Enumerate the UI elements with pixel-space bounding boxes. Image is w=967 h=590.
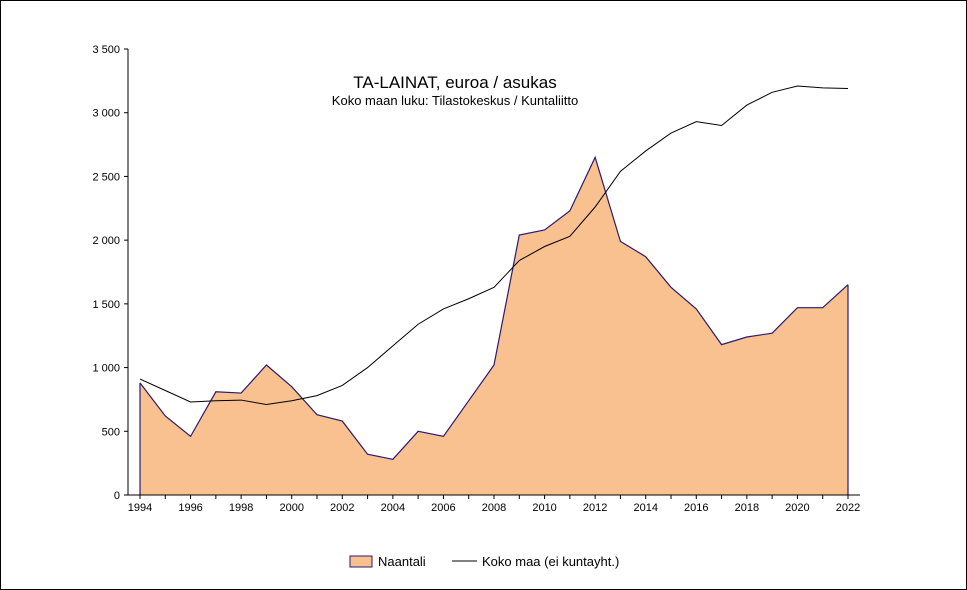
y-tick-label: 2 000 [92, 235, 120, 247]
x-tick-label: 1996 [178, 502, 202, 514]
x-tick-label: 2010 [532, 502, 556, 514]
x-tick-label: 2008 [482, 502, 506, 514]
naantali-area [140, 157, 848, 496]
y-tick-label: 0 [114, 490, 120, 502]
x-tick-labels: 1994 1996 1998 2000 2002 2004 2006 2008 2010 2012… [128, 502, 860, 514]
x-tick-label: 2002 [330, 502, 354, 514]
x-tick-label: 1994 [128, 502, 152, 514]
x-tick-label: 2014 [633, 502, 657, 514]
y-tick-label: 500 [102, 426, 120, 438]
y-tick-labels: 0 500 1 000 1 500 2 000 2 500 3 000 3 500 [92, 44, 120, 502]
y-tick-label: 1 000 [92, 363, 120, 375]
koko-maa-line-layer [139, 85, 849, 406]
x-tick-label: 2012 [583, 502, 607, 514]
x-tick-label: 2004 [381, 502, 405, 514]
x-tick-label: 2022 [836, 502, 860, 514]
x-tick-label: 2006 [431, 502, 455, 514]
x-tick-label: 2020 [785, 502, 809, 514]
legend-swatch-naantali [349, 555, 373, 568]
legend-label-naantali: Naantali [378, 554, 426, 569]
axes [124, 48, 860, 499]
legend: Naantali Koko maa (ei kuntayht.) [349, 554, 619, 569]
y-tick-label: 1 500 [92, 299, 120, 311]
chart-title: TA-LAINAT, euroa / asukas [353, 73, 556, 92]
y-tick-label: 3 500 [92, 44, 120, 56]
x-tick-label: 2000 [279, 502, 303, 514]
y-tick-label: 3 000 [92, 108, 120, 120]
koko-maa-line [139, 85, 849, 406]
legend-label-koko-maa: Koko maa (ei kuntayht.) [482, 554, 619, 569]
x-tick-label: 1998 [229, 502, 253, 514]
y-tick-label: 2 500 [92, 171, 120, 183]
naantali-area-layer [139, 155, 849, 496]
x-tick-label: 2018 [735, 502, 759, 514]
x-tick-label: 2016 [684, 502, 708, 514]
chart-subtitle: Koko maan luku: Tilastokeskus / Kuntalii… [332, 93, 578, 108]
naantali-area-outline [139, 155, 849, 460]
